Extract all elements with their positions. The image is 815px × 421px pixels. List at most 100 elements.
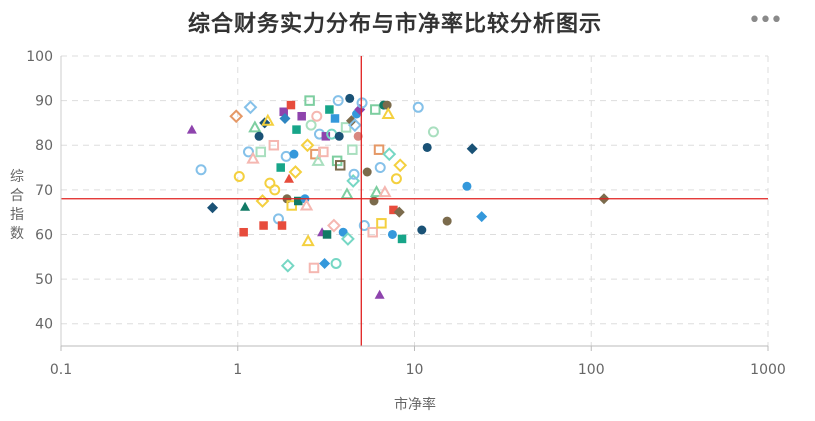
data-point (412, 101, 424, 113)
data-point (297, 111, 306, 121)
data-point (356, 97, 368, 109)
data-point (442, 216, 452, 226)
data-point (381, 106, 395, 119)
y-tick-label: 80 (35, 138, 53, 154)
x-tick-label: 1000 (750, 362, 786, 378)
data-point (255, 146, 267, 158)
data-point (462, 181, 472, 191)
data-point (259, 221, 268, 230)
data-point (207, 202, 219, 214)
y-axis-title: 综合指数 (10, 169, 24, 242)
data-point (362, 167, 372, 177)
x-tick-label: 100 (578, 362, 605, 378)
data-point (289, 149, 299, 159)
data-point (299, 198, 314, 211)
data-point (195, 164, 207, 176)
data-point (382, 100, 392, 110)
data-point (347, 118, 362, 133)
reference-lines (61, 56, 768, 346)
data-point (346, 174, 361, 188)
data-point (305, 119, 317, 131)
data-point (246, 151, 260, 164)
data-point (319, 257, 331, 269)
y-tick-label: 100 (26, 49, 53, 65)
data-point (311, 110, 323, 122)
y-tick-label: 40 (35, 317, 53, 333)
data-point (358, 220, 370, 232)
x-axis-title: 市净率 (394, 396, 436, 413)
y-axis-title-char: 合 (10, 188, 24, 204)
data-point (321, 132, 331, 141)
data-point (326, 218, 341, 233)
y-tick-label: 50 (35, 272, 53, 288)
y-tick-label: 70 (35, 183, 53, 199)
data-point (286, 100, 296, 110)
y-axis-title-char: 指 (10, 207, 24, 223)
data-point (276, 163, 285, 172)
data-point (277, 221, 287, 230)
data-point (280, 150, 292, 162)
x-tick-label: 0.1 (50, 362, 72, 378)
data-point (261, 113, 275, 126)
data-point (322, 230, 332, 239)
data-point (340, 187, 354, 200)
x-tick-label: 10 (406, 362, 424, 378)
data-point (387, 229, 397, 239)
data-point (254, 131, 264, 141)
data-point (373, 144, 385, 155)
data-point (300, 138, 315, 153)
y-tick-label: 60 (35, 227, 53, 243)
data-point (334, 131, 344, 141)
data-point (397, 234, 407, 244)
data-point (239, 227, 248, 237)
data-point (304, 95, 315, 106)
data-point (476, 211, 488, 223)
data-point (345, 93, 355, 103)
data-point (427, 126, 439, 138)
data-point (284, 173, 295, 183)
axes: 40 50 60 70 80 90 100 0.1 1 10 100 1000 (26, 49, 786, 378)
data-point (417, 225, 427, 235)
data-point (248, 120, 262, 133)
data-point (340, 232, 355, 246)
data-point (330, 114, 340, 123)
data-point (311, 153, 325, 166)
data-point (330, 257, 342, 269)
data-point (229, 109, 244, 124)
data-point (268, 139, 280, 151)
data-point (233, 170, 245, 182)
y-axis-title-char: 数 (10, 226, 24, 242)
data-point (301, 234, 315, 247)
data-point (378, 185, 392, 198)
data-point (367, 226, 378, 238)
data-point (308, 262, 320, 274)
grid (61, 55, 769, 346)
data-point (292, 125, 301, 134)
data-point (348, 168, 360, 180)
data-point (345, 115, 357, 127)
y-tick-label: 90 (35, 94, 53, 110)
data-point (334, 160, 346, 171)
data-point (240, 201, 251, 211)
data-point (255, 194, 270, 208)
data-point (393, 206, 405, 218)
data-point (332, 95, 344, 107)
chart-title: 综合财务实力分布与市净率比较分析图示 (187, 12, 602, 37)
data-point (347, 144, 358, 155)
data-point (422, 142, 432, 152)
data-point (280, 258, 295, 273)
data-point (393, 158, 408, 173)
data-point (325, 105, 334, 114)
more-options-icon[interactable]: ••• (748, 8, 783, 33)
data-point (288, 165, 303, 179)
data-points (186, 93, 610, 299)
data-point (382, 147, 397, 162)
data-point (369, 196, 379, 206)
y-axis-title-char: 综 (10, 169, 24, 185)
data-point (279, 107, 288, 117)
data-point (243, 100, 258, 115)
data-point (466, 143, 478, 155)
data-point (318, 146, 329, 158)
data-point (286, 200, 297, 211)
